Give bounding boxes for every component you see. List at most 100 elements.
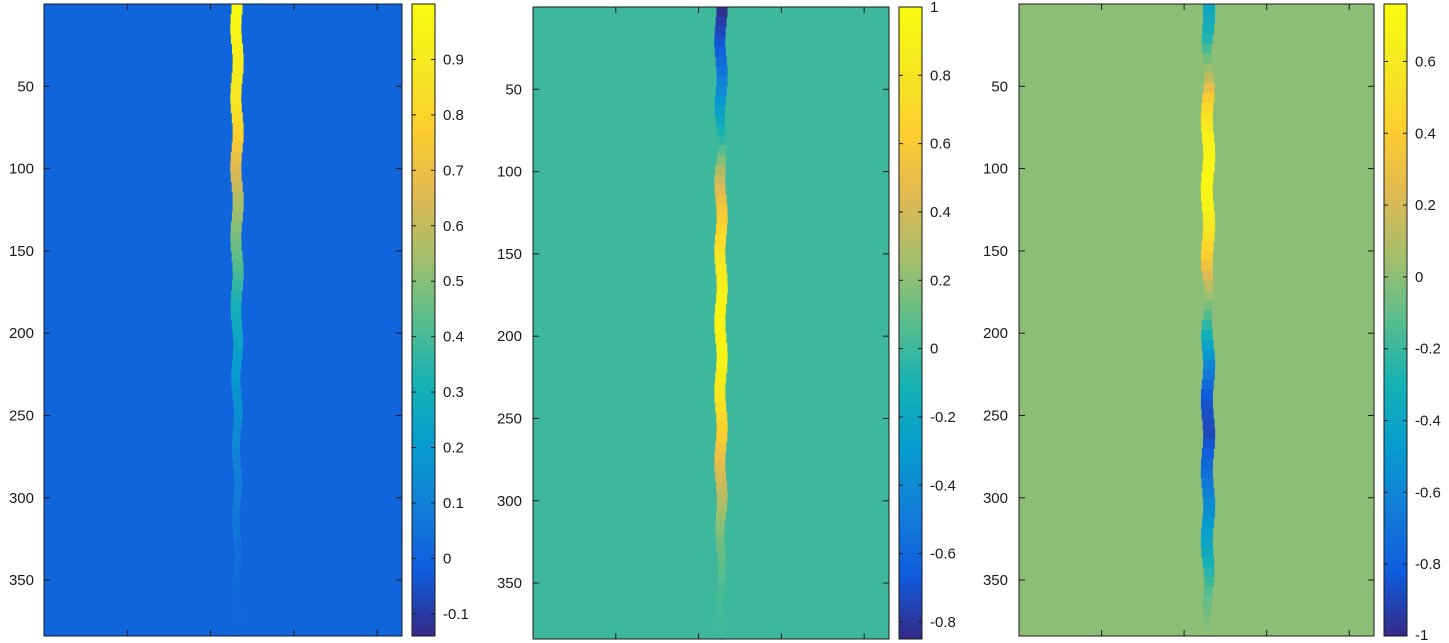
y-tick-label: 200 (983, 325, 1008, 342)
streak-cell (1203, 221, 1216, 232)
colorbar-tick-label: 0 (1415, 269, 1423, 286)
streak-cell (716, 273, 728, 285)
plot-frame (532, 6, 890, 640)
streak-cell (715, 16, 727, 28)
streak-cell (1201, 478, 1214, 489)
streak-cell (1203, 310, 1213, 321)
streak-cell (714, 244, 726, 255)
streak-cell (231, 369, 241, 380)
streak-cell (1203, 142, 1215, 153)
streak-cell (230, 152, 242, 163)
colorbar-ticks (899, 6, 922, 623)
streak-cell (1202, 270, 1213, 282)
colorbar-tick-label: 0 (443, 550, 451, 567)
streak-cell (1201, 448, 1214, 459)
streak-cell (1200, 181, 1213, 193)
streak-cell (714, 323, 726, 334)
streak-cell (234, 547, 242, 558)
streak-cell (1201, 191, 1213, 203)
streak-cell (1204, 626, 1212, 637)
streak-cell (716, 66, 728, 77)
streak-cell (1201, 329, 1213, 341)
streak-cell (1202, 557, 1215, 568)
streak-cell (716, 293, 728, 304)
y-tick-label: 100 (9, 161, 34, 178)
streak-cell (1203, 616, 1212, 627)
streak-cell (1201, 389, 1213, 400)
y-tick-label: 100 (497, 164, 522, 181)
streak-cell (714, 253, 726, 265)
streak-cell (714, 95, 726, 107)
streak-cell (716, 224, 727, 235)
streak-cell (715, 194, 727, 206)
plot-frame (43, 3, 403, 637)
colorbar-tick-label: 0.8 (930, 67, 951, 84)
streak-cell (231, 4, 243, 15)
streak-cell (232, 191, 244, 203)
streak-cell (230, 310, 242, 321)
streak-cell (1200, 250, 1213, 262)
streak-cell (232, 270, 244, 282)
streak-group (230, 4, 244, 637)
streak-cell (1203, 83, 1215, 94)
colorbar-ticks (1384, 60, 1407, 637)
streak-cell (1202, 349, 1215, 361)
streak-cell (1204, 300, 1213, 311)
y-tick-label: 150 (9, 243, 34, 260)
colorbar-tick-label: 0.1 (443, 495, 464, 512)
streak-cell (230, 13, 242, 25)
y-tick-label: 300 (983, 490, 1008, 507)
streak-cell (1201, 458, 1213, 469)
streak-cell (234, 606, 241, 617)
streak-cell (232, 576, 240, 588)
colorbar (898, 6, 923, 640)
streak-cell (232, 389, 242, 400)
colorbar-tick-label: -1 (1415, 627, 1428, 643)
panel-2: 50 100 150 200 250 300 350 -0.8 -0.6 -0.… (497, 0, 956, 640)
streak-cell (233, 566, 241, 578)
streak-cell (231, 438, 240, 449)
colorbar-tick-label: 0.4 (930, 204, 951, 221)
streak-cell (232, 586, 240, 598)
y-tick-labels: 50 100 150 200 250 300 350 (983, 78, 1008, 589)
streak-cell (1203, 13, 1216, 25)
streak-cell (715, 234, 726, 245)
panel-1: 50 100 150 200 250 300 350 -0.1 0 0.1 0.… (9, 3, 469, 637)
streak-cell (231, 211, 243, 222)
colorbar-tick-label: 1 (930, 0, 938, 16)
streak-cell (1201, 241, 1214, 252)
streak-cell (1203, 497, 1216, 509)
streak-cell (230, 33, 242, 45)
streak-cell (1202, 231, 1215, 242)
streak-cell (231, 448, 240, 459)
streak-cell (716, 589, 724, 601)
streak-cell (718, 135, 726, 146)
streak-cell (232, 53, 244, 64)
streak-cell (234, 537, 242, 548)
streak-cell (232, 43, 243, 54)
streak-cell (231, 359, 242, 370)
colorbar (1383, 3, 1408, 637)
colorbar-tick-labels: -1 -0.8 -0.6 -0.4 -0.2 0 0.2 0.4 0.6 (1415, 53, 1441, 643)
streak-cell (1203, 596, 1212, 607)
streak-cell (715, 115, 725, 127)
streak-cell (1201, 171, 1214, 183)
y-tick-label: 50 (991, 78, 1008, 95)
streak-cell (714, 382, 726, 393)
streak-cell (716, 342, 728, 354)
streak-cell (1204, 576, 1214, 588)
streak-cell (715, 332, 727, 344)
streak-cell (230, 231, 242, 242)
streak-group (1200, 4, 1216, 637)
streak-cell (1203, 4, 1216, 15)
streak-cell (1204, 280, 1214, 291)
colorbar-tick-label: 0.3 (443, 384, 464, 401)
streak-cell (1202, 23, 1215, 35)
streak-cell (1203, 507, 1215, 519)
streak-cell (715, 56, 727, 67)
streak-cell (231, 250, 243, 262)
streak-cell (714, 451, 726, 462)
streak-cell (718, 145, 726, 156)
streak-cell (714, 313, 726, 324)
streak-cell (718, 629, 726, 640)
